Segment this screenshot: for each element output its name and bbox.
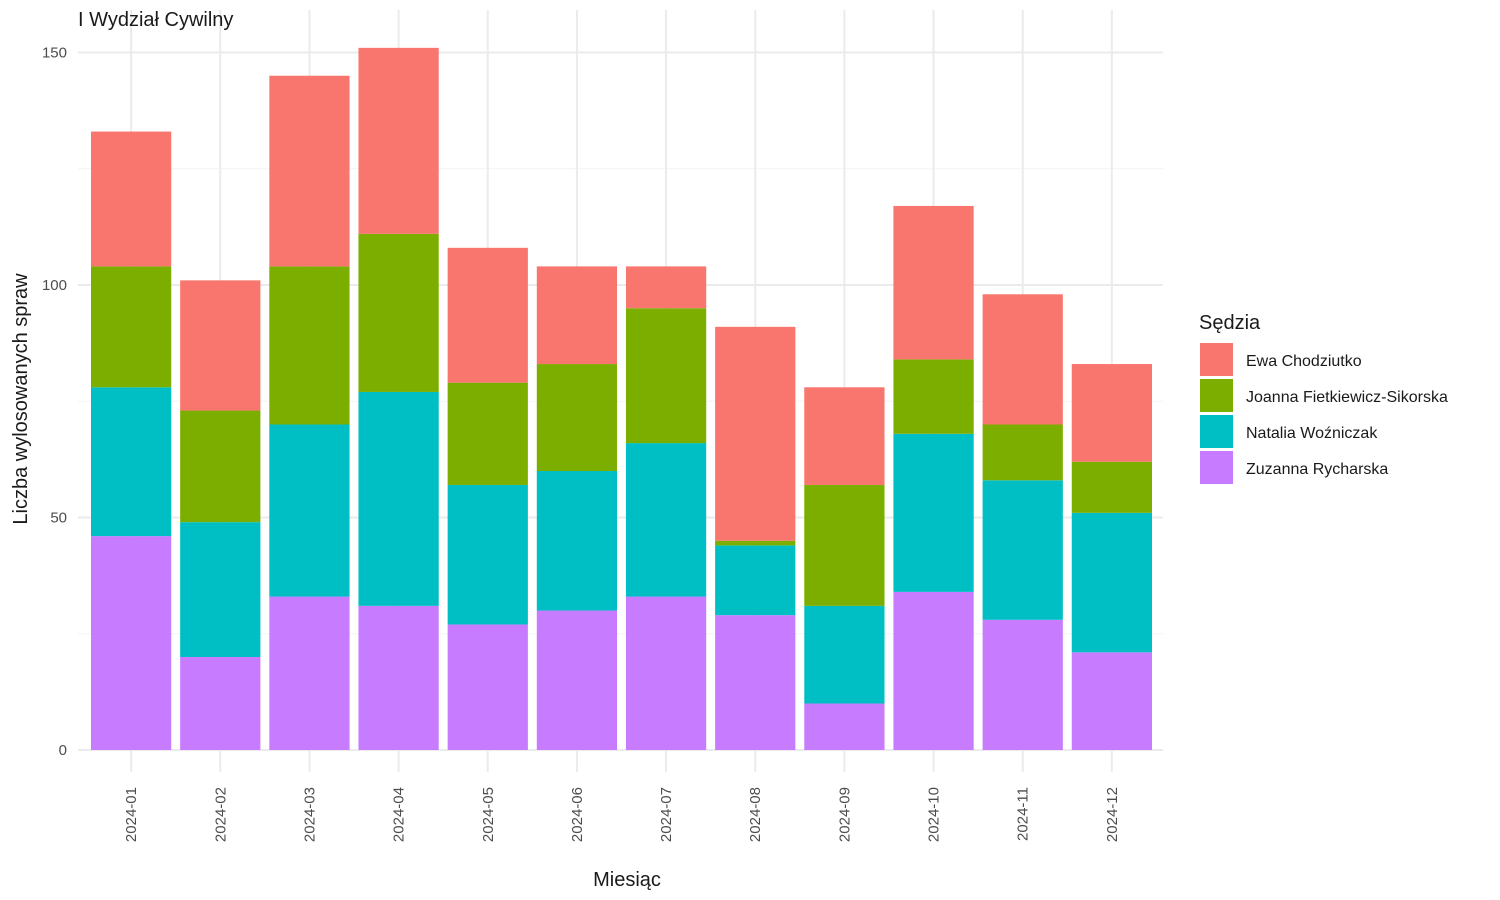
bar-segment [982, 424, 1063, 481]
bar-segment [1071, 364, 1152, 462]
bar-segment [715, 540, 796, 546]
legend-swatch [1200, 343, 1233, 376]
chart-title: I Wydział Cywilny [78, 9, 233, 31]
y-tick-label: 0 [59, 742, 67, 759]
x-tick-label: 2024-04 [391, 787, 408, 842]
x-tick-label: 2024-05 [480, 787, 497, 842]
bar-segment [358, 233, 439, 392]
x-tick-label: 2024-10 [926, 787, 943, 842]
x-tick-label: 2024-11 [1015, 787, 1032, 841]
x-tick-label: 2024-03 [301, 787, 318, 842]
x-tick-label: 2024-08 [747, 787, 764, 842]
x-tick-label: 2024-06 [569, 787, 586, 842]
bar-segment [1071, 652, 1152, 750]
bar-segment [1071, 512, 1152, 653]
bar-segment [536, 610, 618, 750]
bar-segment [893, 433, 974, 592]
bar-segment [91, 131, 172, 267]
x-tick-label: 2024-12 [1104, 787, 1121, 842]
bar-segment [91, 536, 172, 750]
bar-segment [91, 266, 172, 388]
bar-segment [893, 359, 974, 434]
bar-segment [625, 308, 707, 444]
legend: Sędzia Ewa Chodziutko Joanna Fietkiewicz-… [1199, 312, 1448, 484]
bar-segment [180, 657, 261, 750]
bar-segment [893, 591, 974, 750]
bar-segment [715, 545, 796, 616]
bar-segment [982, 294, 1063, 425]
bar-segment [715, 326, 796, 541]
bar-segment [804, 484, 885, 606]
bar-segment [804, 387, 885, 485]
bar-segment [715, 615, 796, 750]
bar-segment [447, 247, 528, 383]
legend-label: Ewa Chodziutko [1246, 353, 1362, 370]
bar-segment [358, 605, 439, 750]
bar-segment [180, 522, 261, 657]
bar-segment [536, 364, 618, 471]
bar-segment [536, 471, 618, 611]
bar-segment [180, 280, 261, 411]
bar-segment [982, 480, 1063, 620]
bar-segment [536, 266, 618, 365]
bar-segment [447, 484, 528, 625]
bar-segment [91, 387, 172, 537]
bar-segment [893, 205, 974, 360]
x-tick-label: 2024-07 [658, 787, 675, 842]
bar-segment [180, 410, 261, 523]
x-tick-label: 2024-02 [212, 787, 229, 842]
bars [91, 47, 1152, 750]
x-axis-ticks: 2024-01 2024-02 2024-03 2024-04 2024-05 2024-… [123, 787, 1121, 842]
bar-segment [269, 75, 350, 267]
bar-segment [447, 624, 528, 750]
y-axis-ticks: 0 50 100 150 [42, 45, 67, 760]
bar-segment [982, 619, 1063, 750]
legend-label: Joanna Fietkiewicz-Sikorska [1246, 389, 1448, 406]
legend-label: Zuzanna Rycharska [1246, 461, 1388, 478]
legend-swatch [1200, 415, 1233, 448]
bar-segment [269, 266, 350, 425]
x-tick-label: 2024-01 [123, 787, 140, 842]
bar-segment [269, 424, 350, 597]
bar-segment [1071, 461, 1152, 513]
bar-segment [804, 703, 885, 750]
bar-segment [625, 596, 707, 750]
legend-swatch [1200, 451, 1233, 484]
bar-segment [625, 443, 707, 597]
bar-segment [358, 47, 439, 234]
legend-label: Natalia Woźniczak [1246, 425, 1378, 442]
legend-swatch [1200, 379, 1233, 412]
y-axis-title: Liczba wylosowanych spraw [10, 273, 32, 525]
bar-segment [269, 596, 350, 750]
y-tick-label: 50 [50, 510, 67, 527]
x-axis-title: Miesiąc [593, 869, 661, 891]
y-tick-label: 150 [42, 45, 67, 62]
bar-segment [447, 382, 528, 485]
bar-segment [358, 391, 439, 606]
legend-title: Sędzia [1199, 312, 1261, 334]
bar-segment [625, 266, 707, 309]
bar-segment [804, 605, 885, 704]
x-tick-label: 2024-09 [836, 787, 853, 842]
y-tick-label: 100 [42, 277, 67, 294]
